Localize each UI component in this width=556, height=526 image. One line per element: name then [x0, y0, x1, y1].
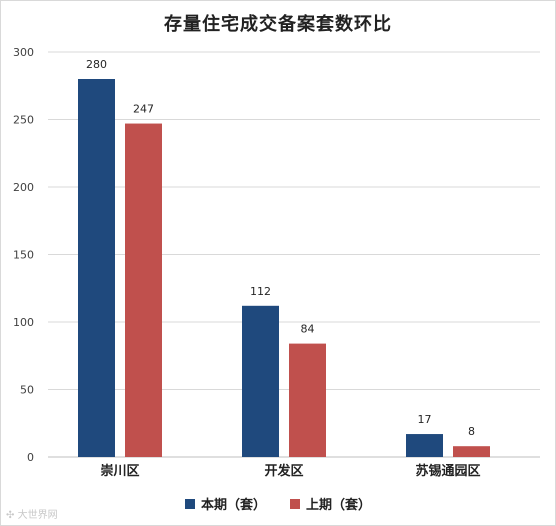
y-tick-label: 50 — [20, 384, 34, 397]
y-axis: 0 50 100 150 200 250 300 — [13, 46, 34, 464]
bar-previous — [453, 446, 490, 457]
legend-label-current: 本期（套） — [200, 498, 266, 513]
legend-item-current: 本期（套） — [184, 494, 266, 513]
data-label: 280 — [86, 58, 107, 71]
y-tick-label: 200 — [13, 181, 34, 194]
x-axis: 崇川区 开发区 苏锡通园区 — [100, 463, 480, 479]
y-tick-label: 300 — [13, 46, 34, 59]
bar-current — [242, 305, 279, 457]
y-tick-label: 150 — [13, 249, 34, 262]
bars — [78, 79, 490, 458]
legend-swatch-current — [184, 498, 195, 509]
x-tick-label: 开发区 — [264, 463, 303, 479]
bar-previous — [125, 123, 162, 458]
legend: 本期（套） 上期（套） — [0, 494, 556, 513]
bar-previous — [289, 343, 326, 457]
watermark-logo: ✣ 大世界网 — [6, 506, 58, 521]
watermark-icon: ✣ — [6, 510, 15, 521]
legend-label-previous: 上期（套） — [306, 498, 372, 513]
bar-current — [406, 434, 443, 457]
watermark-text: 大世界网 — [17, 510, 58, 521]
y-tick-label: 100 — [13, 316, 34, 329]
y-tick-label: 250 — [13, 114, 34, 127]
y-tick-label: 0 — [27, 451, 34, 464]
x-tick-label: 苏锡通园区 — [415, 463, 480, 479]
x-tick-label: 崇川区 — [100, 463, 139, 479]
data-label: 84 — [301, 323, 315, 336]
data-label: 112 — [250, 285, 271, 298]
legend-item-previous: 上期（套） — [290, 494, 371, 513]
data-label: 8 — [468, 425, 475, 438]
data-labels: 280 247 112 84 17 8 — [86, 58, 475, 438]
data-label: 17 — [418, 413, 432, 426]
data-label: 247 — [133, 103, 154, 116]
legend-swatch-previous — [290, 498, 300, 509]
chart-title: 存量住宅成交备案套数环比 — [164, 14, 392, 35]
bar-current — [78, 79, 115, 457]
